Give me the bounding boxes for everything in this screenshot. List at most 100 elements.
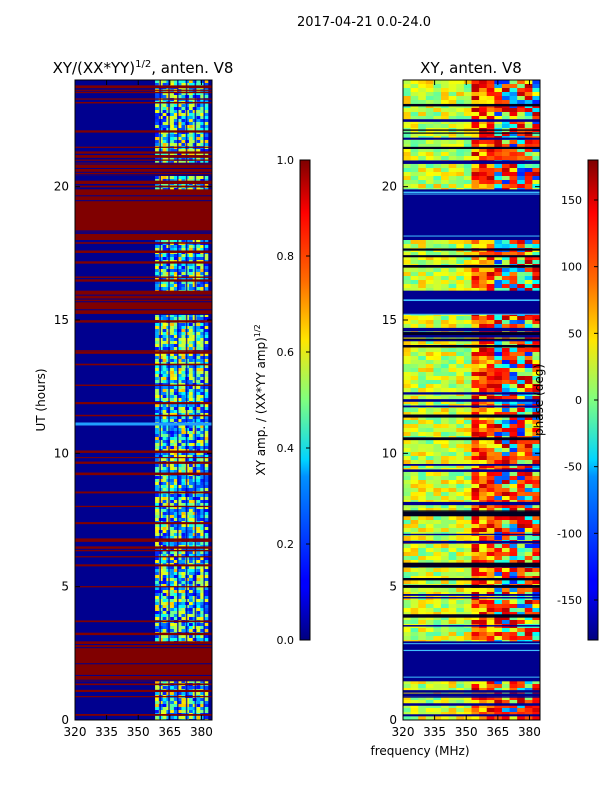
phase-cell <box>479 324 488 329</box>
phase-cell <box>479 376 488 381</box>
phase-cell <box>501 156 511 161</box>
phase-cell <box>517 408 526 413</box>
phase-cell <box>403 80 412 85</box>
phase-cell <box>501 280 511 285</box>
amp-cell <box>188 143 194 147</box>
amp-cell <box>155 572 160 576</box>
amp-cell <box>173 131 179 135</box>
amp-cell <box>204 284 209 288</box>
phase-cell <box>441 352 450 357</box>
phase-cell <box>501 172 511 177</box>
phase-cell <box>441 272 450 277</box>
amp-cell <box>170 344 175 348</box>
amp-cell <box>177 455 182 459</box>
phase-cell <box>448 364 457 369</box>
amp-cell <box>181 428 186 432</box>
amp-cell <box>155 605 160 609</box>
amp-cell <box>162 359 167 363</box>
phase-cell <box>403 428 412 433</box>
phase-cell <box>524 124 533 129</box>
amp-cell <box>155 503 160 507</box>
amp-cell <box>155 524 160 528</box>
phase-cell <box>486 284 495 289</box>
phase-cell <box>524 324 533 329</box>
amp-cell <box>155 533 160 537</box>
phase-cell <box>463 116 472 121</box>
amp-cell <box>177 626 182 630</box>
phase-cell <box>403 156 412 161</box>
amp-cell <box>185 623 190 627</box>
amp-cell <box>155 434 160 438</box>
y-tick-label: 10 <box>54 446 69 460</box>
phase-cell <box>441 164 450 169</box>
amp-cell <box>196 560 201 564</box>
phase-cell <box>463 380 472 385</box>
amp-cell <box>204 125 209 129</box>
amp-cell <box>173 323 179 327</box>
amp-cell <box>200 623 205 627</box>
phase-cell <box>448 384 457 389</box>
amp-cell <box>177 122 182 126</box>
phase-cell <box>524 384 533 389</box>
amp-cell <box>196 524 201 528</box>
phase-cell <box>479 368 488 373</box>
amp-cell <box>181 269 186 273</box>
phase-cell <box>501 272 511 277</box>
amp-cell <box>177 257 182 261</box>
phase-cell <box>456 256 465 261</box>
amp-cell <box>170 470 175 474</box>
amp-cell <box>158 338 164 342</box>
amp-cell <box>170 362 175 366</box>
phase-cell <box>479 164 488 169</box>
amp-cell <box>158 488 164 492</box>
phase-cell <box>403 456 412 461</box>
amp-cell <box>162 104 167 108</box>
amp-cell <box>188 254 194 258</box>
phase-cell <box>448 152 457 157</box>
amp-cell <box>196 326 201 330</box>
amp-cell <box>200 602 205 606</box>
phase-cell <box>448 144 457 149</box>
phase-cell <box>494 456 503 461</box>
phase-cell <box>509 100 518 105</box>
amp-cell <box>158 467 164 471</box>
phase-cell <box>448 440 457 445</box>
phase-cell <box>479 340 488 345</box>
amp-cell <box>196 395 201 399</box>
amp-band-gap <box>75 674 212 676</box>
phase-cell <box>501 420 511 425</box>
amp-cell <box>185 548 190 552</box>
phase-cell <box>517 176 526 181</box>
amp-cell <box>155 542 160 546</box>
amp-cell <box>196 122 201 126</box>
phase-cell <box>501 412 511 417</box>
amp-cell <box>185 416 190 420</box>
phase-cell <box>479 184 488 189</box>
amp-cell <box>185 710 190 714</box>
amp-cell <box>173 362 179 366</box>
phase-cell <box>532 416 540 421</box>
phase-cell <box>486 488 495 493</box>
amp-cell <box>170 341 175 345</box>
phase-cell <box>509 180 518 185</box>
amp-cell <box>155 440 160 444</box>
amp-cell <box>181 431 186 435</box>
phase-cell <box>517 288 526 293</box>
phase-cell <box>433 452 442 457</box>
amp-cell <box>204 464 209 468</box>
amp-cell <box>188 176 194 180</box>
amp-cell <box>204 254 209 258</box>
amp-cell <box>170 134 175 138</box>
amp-cell <box>158 104 164 108</box>
phase-cell <box>471 432 480 437</box>
phase-cell <box>479 252 488 257</box>
amp-band-gap <box>75 171 212 173</box>
amp-cell <box>204 263 209 267</box>
phase-cell <box>517 116 526 121</box>
phase-cell <box>433 276 442 281</box>
amp-cell <box>185 116 190 120</box>
phase-cell <box>509 260 518 265</box>
phase-cell <box>532 144 540 149</box>
phase-cell <box>524 152 533 157</box>
phase-cell <box>456 96 465 101</box>
